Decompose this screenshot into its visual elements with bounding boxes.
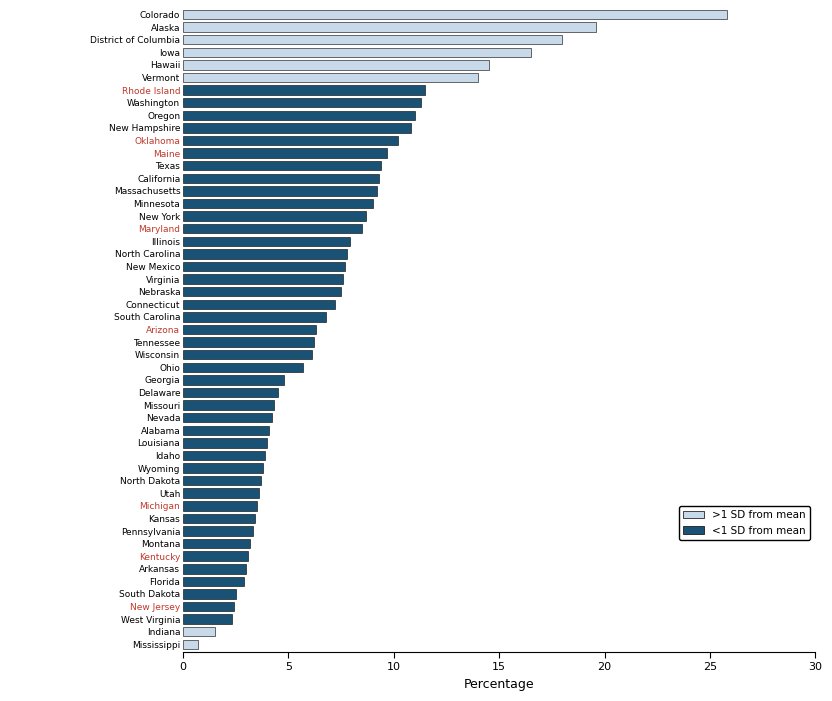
Bar (183, 249, 348, 259)
Bar (183, 73, 478, 82)
Bar (183, 10, 727, 20)
Bar (183, 413, 271, 423)
Bar (183, 337, 314, 347)
Bar (183, 274, 344, 284)
Bar (183, 60, 488, 69)
Bar (183, 552, 249, 561)
Bar (183, 186, 377, 196)
Legend: >1 SD from mean, <1 SD from mean: >1 SD from mean, <1 SD from mean (679, 506, 810, 540)
Bar (183, 463, 263, 472)
Bar (183, 350, 312, 360)
Bar (183, 362, 303, 372)
Bar (183, 48, 531, 57)
Bar (183, 514, 255, 523)
Bar (183, 22, 597, 32)
Bar (183, 438, 267, 447)
Bar (183, 236, 349, 246)
Bar (183, 627, 215, 637)
Bar (183, 639, 198, 649)
Bar (183, 526, 253, 536)
Bar (183, 426, 270, 435)
Bar (183, 224, 362, 233)
Bar (183, 375, 285, 385)
Bar (183, 136, 398, 145)
Bar (183, 287, 341, 297)
Bar (183, 98, 421, 107)
Bar (183, 615, 231, 624)
Bar (183, 161, 381, 170)
Bar (183, 212, 366, 221)
Bar (183, 174, 379, 183)
Bar (183, 564, 246, 573)
Bar (183, 602, 234, 611)
Bar (183, 299, 334, 309)
Bar (183, 86, 425, 95)
X-axis label: Percentage: Percentage (464, 678, 534, 691)
Bar (183, 312, 326, 322)
Bar (183, 35, 562, 44)
Bar (183, 123, 411, 132)
Bar (183, 199, 373, 208)
Bar (183, 501, 257, 510)
Bar (183, 388, 278, 397)
Bar (183, 577, 244, 586)
Bar (183, 400, 274, 410)
Bar (183, 325, 316, 334)
Bar (183, 451, 265, 460)
Bar (183, 539, 250, 548)
Bar (183, 149, 388, 158)
Bar (183, 476, 261, 485)
Bar (183, 590, 235, 599)
Bar (183, 489, 259, 498)
Bar (183, 111, 415, 120)
Bar (183, 261, 345, 271)
